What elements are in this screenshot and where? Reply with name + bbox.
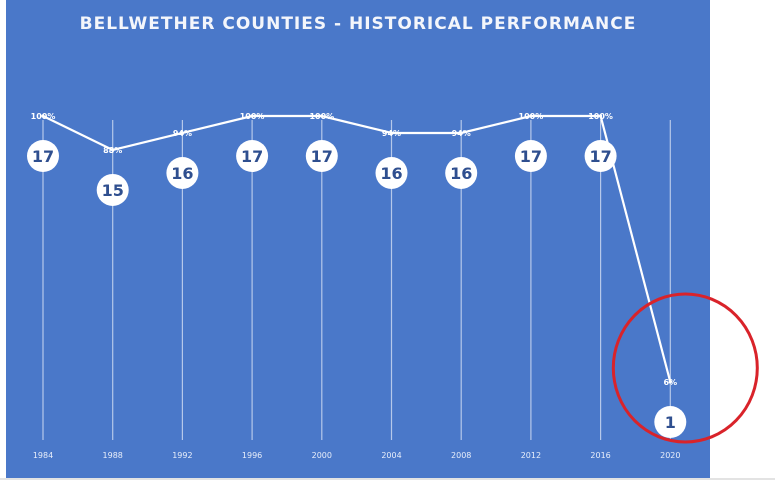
chart-svg: 100% 17 1984 88% 15 1988 94% 16 1992 100% 17 1996 10… (27, 112, 687, 460)
data-point-2016 (599, 114, 603, 118)
x-tick-label-2020: 2020 (660, 451, 680, 460)
series-line (42, 114, 672, 383)
count-label-2000: 17 (311, 147, 333, 166)
count-node-2012 (514, 140, 547, 172)
x-tick-label-1992: 1992 (172, 451, 192, 460)
count-label-2020: 1 (665, 413, 676, 432)
data-point-2008 (459, 131, 463, 135)
data-label-1988: 88% (103, 146, 122, 155)
count-node-1996 (236, 140, 269, 172)
data-point-2004 (389, 131, 394, 135)
data-label-1996: 100% (240, 112, 265, 121)
data-point-1988 (111, 148, 115, 152)
page-margin (710, 0, 775, 478)
data-label-2008: 94% (452, 129, 471, 138)
count-node-2008 (445, 156, 478, 189)
count-node-1984 (27, 140, 59, 172)
count-node-2000 (305, 140, 338, 172)
x-tick-label-2016: 2016 (590, 451, 610, 460)
count-node-2016 (584, 140, 617, 172)
count-label-1996: 17 (241, 147, 263, 166)
x-tick-label-1984: 1984 (33, 451, 53, 460)
data-label-2004: 94% (382, 129, 401, 138)
data-label-2020: 6% (664, 378, 678, 387)
chart-title: BELLWETHER COUNTIES - HISTORICAL PERFORM… (79, 14, 637, 34)
x-tick-label-1988: 1988 (103, 451, 123, 460)
count-node-2004 (375, 156, 408, 189)
x-tick-label-1996: 1996 (242, 451, 262, 460)
data-point-1984 (41, 114, 45, 118)
data-point-2012 (529, 114, 533, 118)
data-label-1984: 100% (31, 112, 56, 121)
data-label-1992: 94% (173, 129, 192, 138)
count-label-2008: 16 (450, 164, 472, 183)
page-divider (0, 478, 775, 480)
data-point-2000 (320, 114, 324, 118)
data-label-2012: 100% (519, 112, 544, 121)
x-tick-label-2000: 2000 (312, 451, 332, 460)
count-label-2012: 17 (520, 147, 542, 166)
count-label-1992: 16 (171, 164, 193, 183)
x-tick-label-2012: 2012 (521, 451, 541, 460)
count-label-2004: 16 (380, 164, 402, 183)
x-tick-label-2008: 2008 (451, 451, 471, 460)
x-tick-label-2004: 2004 (381, 451, 401, 460)
count-node-1992 (166, 156, 199, 189)
count-label-1984: 17 (32, 147, 54, 166)
data-point-1996 (250, 114, 254, 118)
count-label-2016: 17 (589, 147, 611, 166)
data-label-2000: 100% (309, 112, 334, 121)
count-node-1988 (96, 173, 129, 206)
data-point-1992 (180, 131, 184, 135)
chart-panel: BELLWETHER COUNTIES - HISTORICAL PERFORM… (6, 0, 710, 478)
count-label-1988: 15 (102, 181, 124, 200)
data-label-2016: 100% (588, 112, 613, 121)
